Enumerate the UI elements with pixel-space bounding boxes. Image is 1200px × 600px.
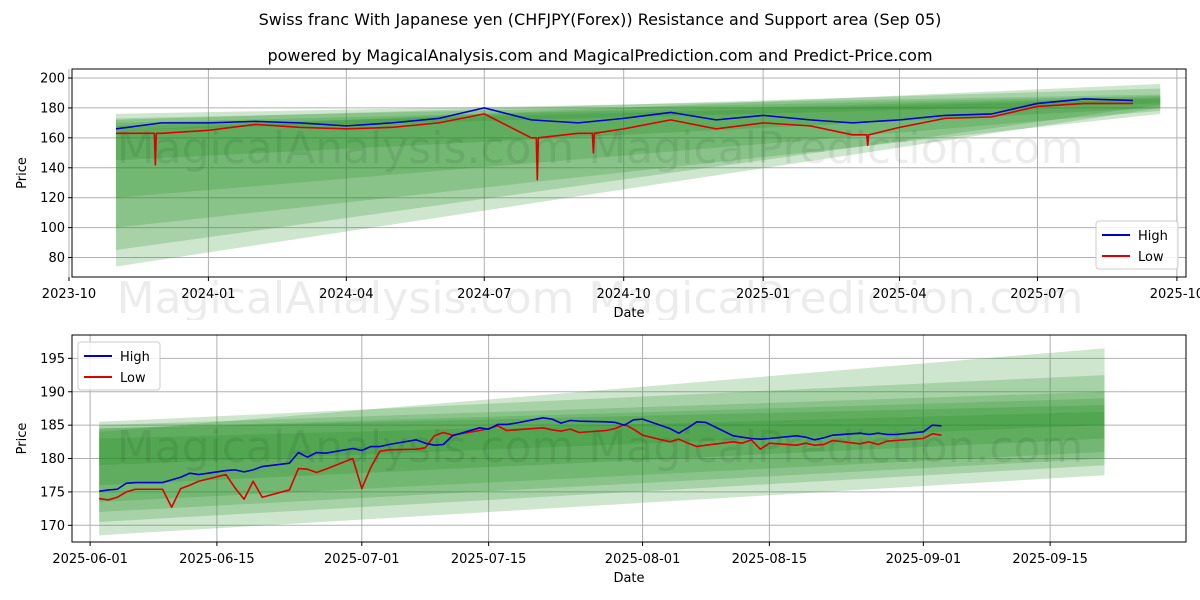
x-tick-label: 2025-09-15: [1012, 552, 1088, 567]
y-tick-label: 195: [40, 352, 65, 367]
x-axis-label: Date: [613, 306, 644, 320]
x-tick-label: 2025-08-01: [605, 552, 681, 567]
legend: High Low: [1095, 220, 1179, 270]
y-tick-label: 80: [48, 251, 65, 266]
support-resistance-band: [115, 98, 1161, 228]
x-axis-label: Date: [613, 571, 644, 586]
x-tick-label: 2025-06-15: [179, 552, 255, 567]
support-resistance-band: [115, 88, 1161, 251]
chart-title: Swiss franc With Japanese yen (CHFJPY(Fo…: [258, 10, 942, 29]
chart-subtitle: powered by MagicalAnalysis.com and Magic…: [267, 46, 933, 65]
x-tick-label: 2024-10: [597, 287, 651, 302]
y-tick-label: 190: [40, 385, 65, 400]
y-tick-label: 100: [40, 221, 65, 236]
y-tick-label: 140: [40, 161, 65, 176]
support-resistance-band: [115, 95, 1161, 161]
series-line-low: [99, 423, 942, 509]
support-resistance-band: [115, 83, 1161, 267]
y-tick-label: 200: [40, 71, 65, 86]
x-tick-label: 2025-06-01: [52, 552, 128, 567]
legend-label-low: Low: [1138, 250, 1164, 265]
series-line-high: [115, 98, 1133, 130]
x-tick-label: 2025-09-01: [886, 552, 962, 567]
support-resistance-band: [99, 348, 1105, 536]
x-tick-label: 2025-07-15: [451, 552, 527, 567]
y-tick-label: 180: [40, 101, 65, 116]
watermark: MagicalAnalysis.com MagicalPrediction.co…: [117, 123, 1084, 174]
x-tick-label: 2025-07: [1010, 287, 1064, 302]
legend: High Low: [77, 341, 161, 391]
x-tick-label: 2025-10: [1150, 287, 1200, 302]
chart-top: MagicalAnalysis.com MagicalPrediction.co…: [15, 68, 1200, 320]
legend-label-high: High: [120, 350, 150, 365]
y-tick-label: 180: [40, 452, 65, 467]
watermark: MagicalAnalysis.com MagicalPrediction.co…: [117, 422, 1084, 473]
x-tick-label: 2023-10: [42, 287, 96, 302]
y-tick-label: 185: [40, 419, 65, 434]
series-group: [115, 98, 1133, 181]
support-resistance-band: [99, 391, 1105, 502]
support-resistance-band: [99, 411, 1105, 512]
y-tick-label: 170: [40, 519, 65, 534]
support-resistance-band: [115, 94, 1161, 131]
axes-frame: [71, 68, 1187, 278]
legend-label-low: Low: [120, 371, 146, 386]
y-axis-label: Price: [15, 157, 30, 189]
y-tick-label: 175: [40, 485, 65, 500]
support-resistance-band: [115, 97, 1161, 198]
x-tick-label: 2024-01: [181, 287, 235, 302]
axes-frame: [71, 334, 1187, 543]
x-tick-label: 2025-01: [736, 287, 790, 302]
support-resistance-band: [99, 398, 1105, 486]
y-tick-label: 120: [40, 191, 65, 206]
series-line-low: [115, 102, 1133, 181]
x-tick-label: 2024-07: [457, 287, 511, 302]
watermark: MagicalAnalysis.com MagicalPrediction.co…: [117, 273, 1084, 320]
x-tick-label: 2024-04: [319, 287, 373, 302]
x-tick-label: 2025-08-15: [732, 552, 808, 567]
support-resistance-band: [99, 375, 1105, 522]
y-tick-label: 160: [40, 131, 65, 146]
x-tick-label: 2025-07-01: [324, 552, 400, 567]
y-axis-label: Price: [15, 423, 30, 455]
series-group: [99, 416, 942, 509]
band-group: [99, 348, 1105, 536]
support-resistance-band: [99, 405, 1105, 466]
series-line-high: [99, 416, 942, 493]
legend-label-high: High: [1138, 229, 1168, 244]
x-tick-label: 2025-04: [872, 287, 926, 302]
band-group: [115, 83, 1161, 267]
